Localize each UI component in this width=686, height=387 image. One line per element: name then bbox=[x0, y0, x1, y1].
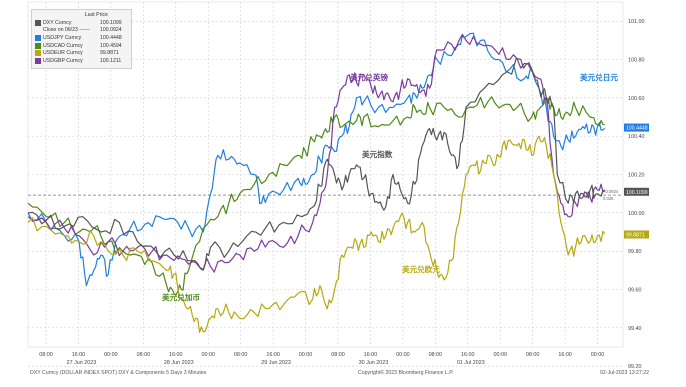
x-tick-label: 16:00 bbox=[364, 352, 378, 358]
legend-last-value: 100.0924 bbox=[100, 27, 122, 34]
legend-series-name: USDJPY Curncy bbox=[43, 34, 82, 41]
x-date-label: 27 Jun 2023 bbox=[67, 360, 97, 366]
series-lines bbox=[27, 32, 606, 333]
annotation-label: 美元兑英镑 bbox=[350, 72, 388, 82]
series-line-usdcad bbox=[27, 96, 605, 296]
last-price-tags: 100.4448 100.1099 99.8871 +0.0924 0.025 bbox=[603, 123, 649, 239]
x-tick-label: 16:00 bbox=[558, 352, 572, 358]
x-tick-label: 16:00 bbox=[266, 352, 280, 358]
series-line-usdeur bbox=[27, 135, 606, 333]
x-tick-label: 00:00 bbox=[591, 352, 605, 358]
y-tick-label: 99.20 bbox=[628, 364, 642, 370]
legend-last-value: 99.8871 bbox=[100, 50, 119, 57]
legend-series-name: DXY Curncy bbox=[43, 19, 72, 26]
legend: Last Price DXY Curncy 100.1099 Close on 06… bbox=[31, 9, 132, 69]
legend-swatch bbox=[35, 42, 41, 49]
last-price-tag bbox=[624, 123, 649, 132]
x-date-label: 30 Jun 2023 bbox=[359, 360, 389, 366]
annotation-label: 美元兑欧元 bbox=[402, 264, 440, 274]
legend-swatch bbox=[35, 50, 41, 57]
y-tick-label: 99.60 bbox=[628, 288, 642, 294]
x-axis-labels: 08:00 16:00 00:00 08:00 16:00 00:00 08:00 16:00… bbox=[39, 352, 604, 366]
annotation-label: 美元指数 bbox=[362, 149, 393, 159]
legend-series-name: USDCAD Curncy bbox=[43, 42, 83, 49]
legend-row: Close on 06/23 ------ 100.0924 bbox=[35, 27, 128, 35]
annotation-label: 美元兑日元 bbox=[580, 72, 618, 82]
footer-right: 02-Jul-2023 13:27:22 bbox=[600, 370, 649, 376]
legend-series-name: USDGBP Curncy bbox=[43, 57, 83, 64]
x-tick-label: 00:00 bbox=[299, 352, 313, 358]
legend-series-name: USDEUR Curncy bbox=[43, 50, 83, 57]
legend-header: Last Price bbox=[84, 12, 108, 18]
series-line-usdjpy bbox=[27, 32, 606, 287]
legend-row: USDJPY Curncy 100.4448 bbox=[35, 34, 128, 42]
last-price-tag-value: 99.8871 bbox=[626, 232, 645, 238]
last-price-tag-value: 100.1099 bbox=[626, 190, 648, 196]
y-tick-label: 99.80 bbox=[628, 249, 642, 255]
legend-last-value: 100.1099 bbox=[100, 19, 122, 26]
legend-row: USDEUR Curncy 99.8871 bbox=[35, 49, 128, 57]
x-tick-label: 08:00 bbox=[137, 352, 151, 358]
y-tick-label: 99.40 bbox=[628, 326, 642, 332]
legend-swatch bbox=[35, 34, 41, 41]
legend-series-name: Close on 06/23 ------ bbox=[43, 27, 90, 34]
x-date-label: 01 Jul 2023 bbox=[457, 360, 485, 366]
grid-lines bbox=[28, 2, 623, 367]
last-price-tag bbox=[624, 230, 649, 239]
y-axis-labels: 101.00 100.80 100.60 100.40 100.20 100.00 99.8… bbox=[628, 19, 645, 370]
y-tick-label: 100.80 bbox=[628, 58, 645, 64]
series-line-dxy bbox=[27, 57, 605, 271]
legend-swatch bbox=[35, 57, 41, 64]
legend-row: USDGBP Curncy 100.1211 bbox=[35, 57, 128, 65]
x-tick-label: 00:00 bbox=[201, 352, 215, 358]
legend-row: DXY Curncy 100.1099 bbox=[35, 19, 128, 27]
legend-swatch bbox=[35, 27, 41, 33]
x-date-label: 28 Jun 2023 bbox=[164, 360, 194, 366]
footer-left: DXY Curncy (DOLLAR INDEX SPOT) DXY & Com… bbox=[30, 370, 207, 376]
ref-tag-2: 0.025 bbox=[603, 196, 614, 201]
y-tick-label: 101.00 bbox=[628, 19, 645, 25]
x-tick-label: 00:00 bbox=[104, 352, 118, 358]
x-tick-label: 16:00 bbox=[169, 352, 183, 358]
x-tick-label: 08:00 bbox=[429, 352, 443, 358]
y-tick-label: 100.00 bbox=[628, 211, 645, 217]
y-tick-label: 100.20 bbox=[628, 173, 645, 179]
legend-row: USDCAD Curncy 100.4594 bbox=[35, 42, 128, 50]
footer: DXY Curncy (DOLLAR INDEX SPOT) DXY & Com… bbox=[30, 369, 649, 376]
x-tick-label: 08:00 bbox=[526, 352, 540, 358]
series-line-usdgbp bbox=[27, 33, 606, 273]
annotation-label: 美元兑加币 bbox=[162, 292, 200, 302]
x-tick-label: 00:00 bbox=[396, 352, 410, 358]
x-tick-label: 00:00 bbox=[493, 352, 507, 358]
x-tick-label: 08:00 bbox=[234, 352, 248, 358]
y-tick-label: 100.60 bbox=[628, 96, 645, 102]
x-date-label: 29 Jun 2023 bbox=[261, 360, 291, 366]
legend-last-value: 100.4448 bbox=[100, 34, 122, 41]
y-tick-label: 100.40 bbox=[628, 134, 645, 140]
legend-last-value: 100.1211 bbox=[100, 57, 122, 64]
last-price-tag bbox=[624, 187, 649, 196]
footer-center: Copyright© 2023 Bloomberg Finance L.P. bbox=[358, 369, 453, 376]
legend-rows: DXY Curncy 100.1099 Close on 06/23 ------ 1… bbox=[35, 19, 128, 65]
x-tick-label: 08:00 bbox=[39, 352, 53, 358]
last-price-tag-value: 100.4448 bbox=[626, 126, 648, 132]
legend-last-value: 100.4594 bbox=[100, 42, 122, 49]
ref-tag: +0.0924 bbox=[603, 189, 619, 194]
legend-swatch bbox=[35, 19, 41, 26]
x-tick-label: 08:00 bbox=[331, 352, 345, 358]
x-tick-label: 16:00 bbox=[461, 352, 475, 358]
x-tick-label: 16:00 bbox=[72, 352, 86, 358]
